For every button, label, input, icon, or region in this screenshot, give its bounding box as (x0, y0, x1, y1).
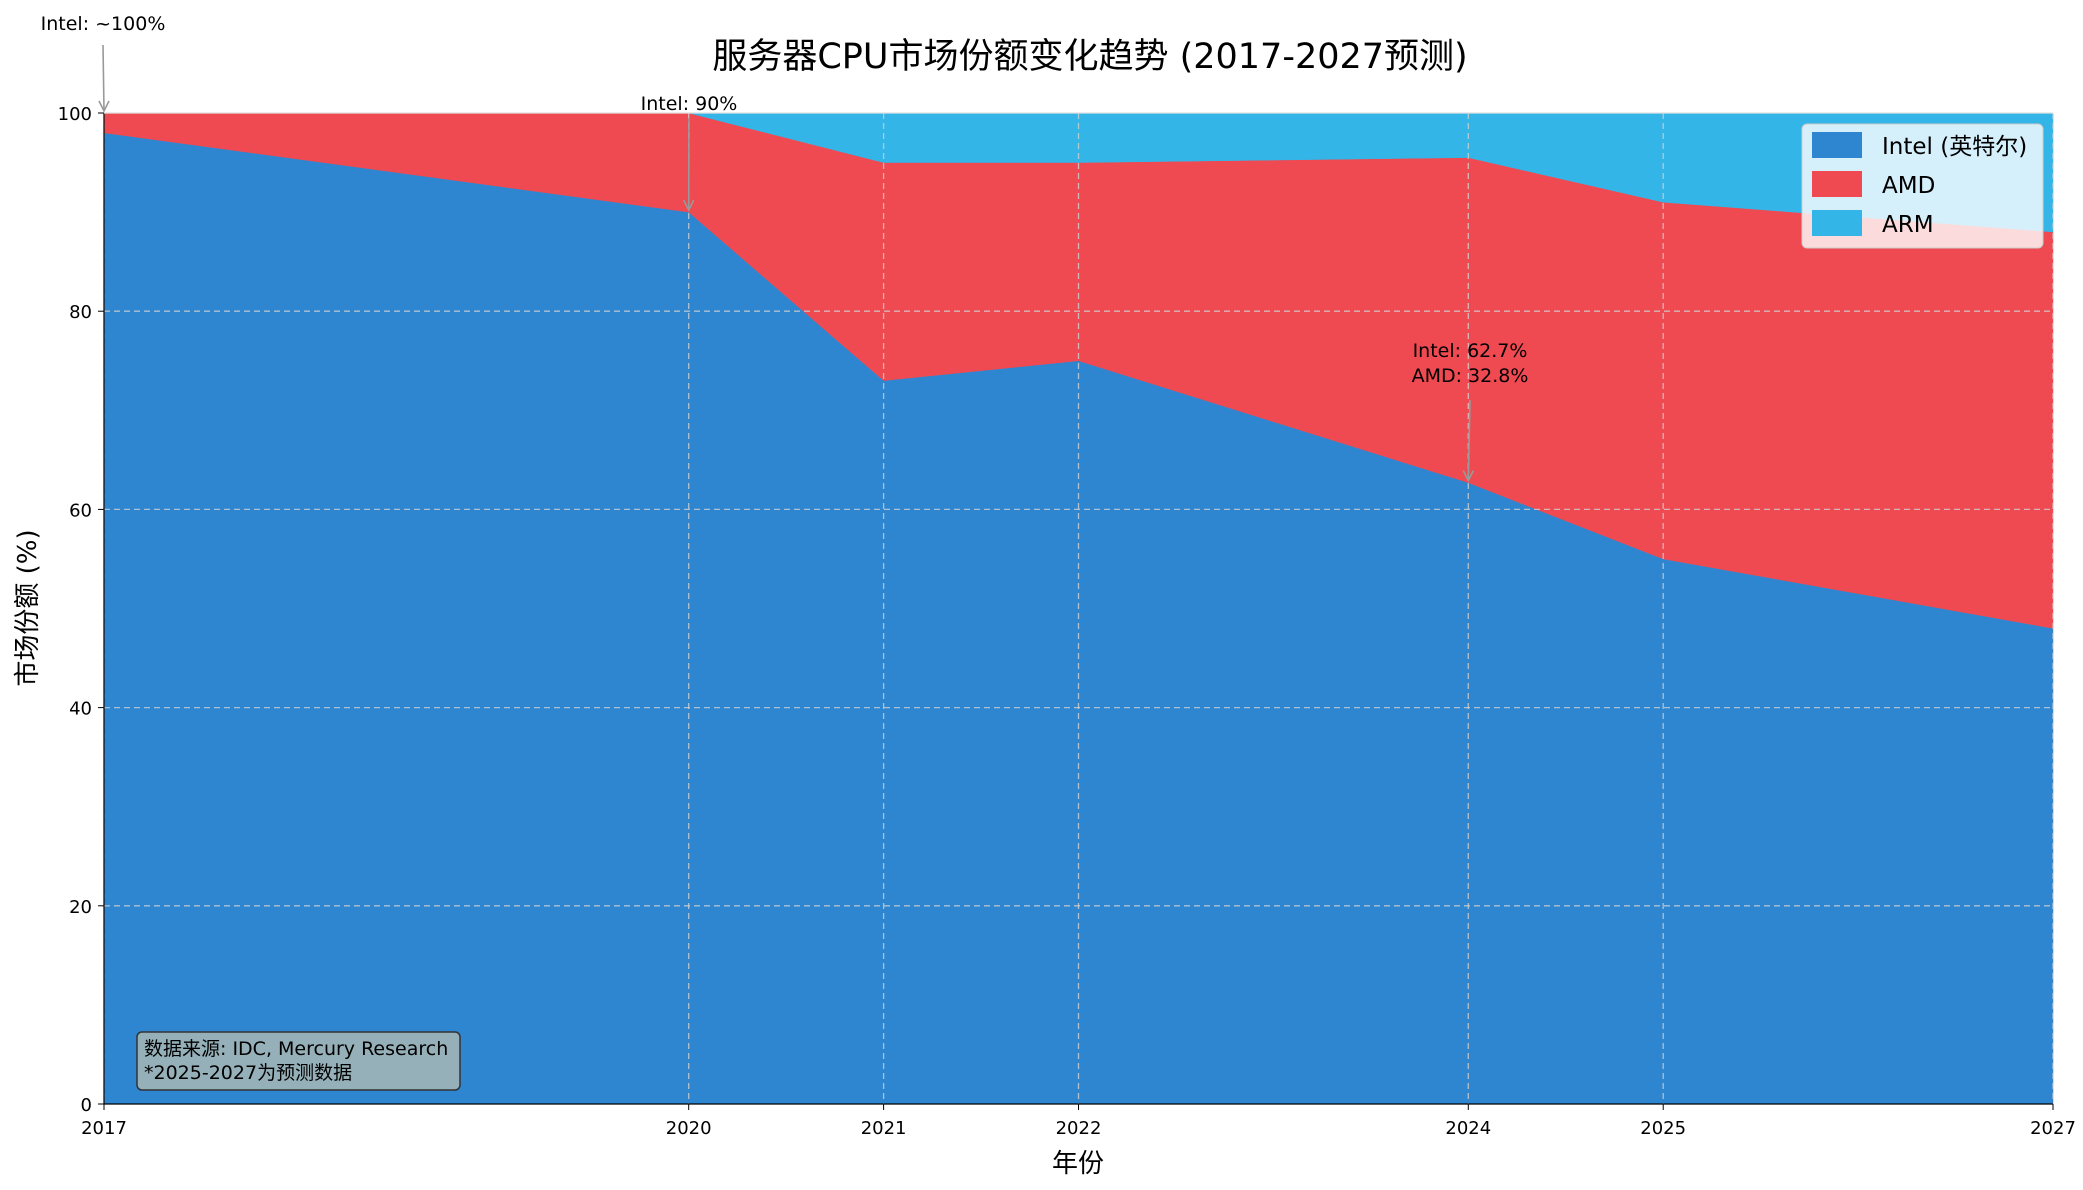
chart-title: 服务器CPU市场份额变化趋势 (2017-2027预测) (712, 37, 1467, 77)
annotation-text: Intel: 90% (641, 93, 738, 115)
legend-swatch (1812, 210, 1862, 236)
annotation-text: Intel: ~100% (41, 13, 166, 35)
x-tick-label: 2027 (2030, 1118, 2076, 1139)
annotation-arrow (1467, 399, 1471, 481)
legend-box (1801, 123, 2044, 249)
y-tick-label: 60 (69, 500, 92, 521)
y-tick-label: 20 (69, 897, 92, 918)
x-tick-label: 2017 (81, 1118, 127, 1139)
legend-label: ARM (1882, 212, 1934, 238)
annotation-text: AMD: 32.8% (1412, 365, 1529, 387)
x-tick-label: 2020 (666, 1118, 712, 1139)
source-text: 数据来源: IDC, Mercury Research (144, 1038, 448, 1060)
x-tick-label: 2025 (1640, 1118, 1686, 1139)
y-tick-label: 100 (58, 104, 92, 125)
legend: Intel (英特尔) AMD ARM (1801, 123, 2044, 249)
y-tick-label: 0 (81, 1095, 92, 1116)
source-note: 数据来源: IDC, Mercury Research*2025-2027为预测… (136, 1031, 461, 1091)
y-axis-label: 市场份额 (%) (13, 529, 43, 686)
annotation-arrow (102, 44, 105, 112)
legend-label: AMD (1882, 173, 1935, 199)
y-tick-label: 80 (69, 302, 92, 323)
arrow-head-icon (682, 199, 695, 212)
x-axis-label: 年份 (1052, 1149, 1104, 1179)
x-tick-label: 2022 (1056, 1118, 1102, 1139)
x-tick-label: 2024 (1445, 1118, 1491, 1139)
arrow-head-icon (1462, 470, 1475, 483)
annotation-text: Intel: 62.7% (1413, 340, 1528, 362)
source-box (136, 1031, 461, 1091)
y-tick-label: 40 (69, 699, 92, 720)
x-tick-label: 2021 (861, 1118, 907, 1139)
legend-swatch (1812, 171, 1862, 197)
source-text: *2025-2027为预测数据 (144, 1062, 352, 1084)
arrow-head-icon (98, 100, 110, 113)
legend-swatch (1812, 132, 1862, 158)
legend-label: Intel (英特尔) (1882, 134, 2027, 160)
